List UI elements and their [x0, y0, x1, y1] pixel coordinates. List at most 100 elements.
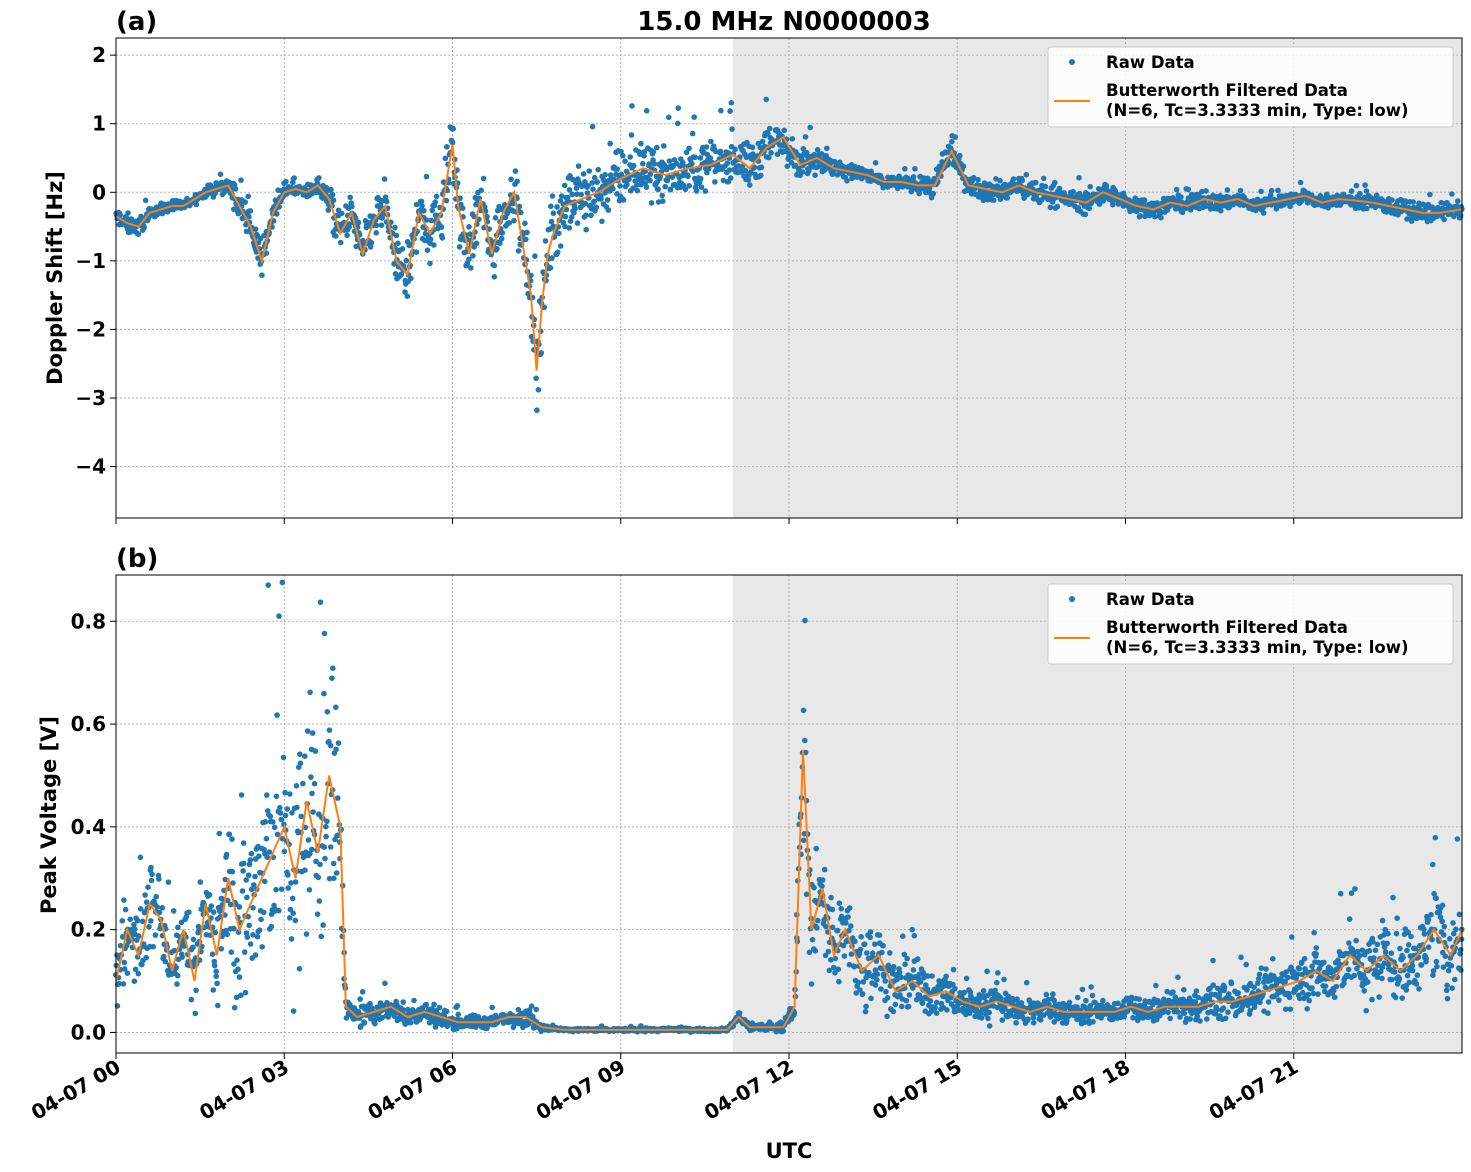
- raw-data-point: [190, 944, 196, 951]
- raw-data-point: [355, 219, 362, 226]
- raw-data-point: [736, 1010, 743, 1016]
- raw-data-point: [860, 979, 867, 985]
- raw-data-point: [802, 749, 809, 756]
- raw-data-point: [134, 917, 141, 924]
- raw-data-point: [932, 1004, 938, 1011]
- raw-data-point: [142, 892, 148, 898]
- raw-data-point: [121, 897, 127, 903]
- raw-data-point: [1449, 191, 1455, 197]
- raw-data-point: [213, 973, 219, 980]
- raw-data-point: [851, 963, 858, 970]
- raw-data-point: [950, 966, 957, 973]
- raw-data-point: [264, 792, 270, 798]
- raw-data-point: [309, 730, 316, 736]
- raw-data-point: [1174, 1009, 1181, 1015]
- raw-data-point: [333, 746, 339, 753]
- raw-data-point: [1203, 188, 1209, 194]
- raw-data-point: [271, 902, 277, 909]
- raw-data-point: [223, 851, 230, 858]
- raw-data-point: [321, 630, 328, 637]
- raw-data-point: [1222, 1015, 1229, 1022]
- raw-data-point: [1310, 990, 1317, 997]
- x-ticks-a: [115, 518, 1295, 524]
- raw-data-point: [229, 836, 235, 842]
- raw-data-point: [316, 175, 322, 181]
- raw-data-point: [141, 224, 147, 231]
- raw-data-point: [291, 175, 298, 181]
- raw-data-point: [573, 185, 580, 191]
- raw-data-point: [156, 876, 162, 882]
- raw-data-point: [427, 260, 433, 267]
- raw-data-point: [1283, 1006, 1289, 1012]
- raw-data-point: [1315, 991, 1321, 997]
- raw-data-point: [1309, 985, 1315, 991]
- raw-data-point: [867, 934, 873, 941]
- raw-data-point: [329, 191, 336, 198]
- raw-data-point: [518, 209, 524, 216]
- raw-data-point: [288, 936, 295, 942]
- raw-data-point: [712, 179, 718, 185]
- raw-data-point: [506, 220, 513, 226]
- raw-data-point: [822, 952, 829, 959]
- raw-data-point: [436, 1004, 443, 1011]
- raw-data-point: [970, 174, 977, 181]
- raw-data-point: [747, 182, 753, 188]
- raw-data-point: [276, 613, 282, 619]
- raw-data-point: [329, 675, 335, 681]
- raw-data-point: [239, 888, 246, 894]
- raw-data-point: [1154, 1016, 1160, 1023]
- raw-data-point: [910, 174, 917, 180]
- raw-data-point: [413, 249, 420, 255]
- raw-data-point: [840, 942, 847, 949]
- raw-data-point: [638, 140, 644, 147]
- raw-data-point: [717, 148, 724, 155]
- raw-data-point: [634, 187, 641, 194]
- raw-data-point: [834, 927, 841, 934]
- raw-data-point: [812, 948, 819, 954]
- raw-data-point: [707, 155, 714, 161]
- raw-data-point: [439, 235, 446, 241]
- raw-data-point: [912, 166, 918, 172]
- raw-data-point: [1030, 1020, 1037, 1026]
- raw-data-point: [174, 981, 180, 987]
- raw-data-point: [1353, 182, 1360, 189]
- raw-data-point: [142, 197, 149, 204]
- y-tick-label: −1: [75, 249, 106, 273]
- raw-data-point: [807, 124, 813, 131]
- raw-data-point: [1363, 188, 1370, 194]
- raw-data-point: [845, 914, 851, 920]
- raw-data-point: [242, 989, 249, 996]
- raw-data-point: [1001, 976, 1007, 983]
- raw-data-point: [173, 964, 179, 971]
- raw-data-point: [320, 922, 326, 928]
- raw-data-point: [302, 867, 308, 873]
- raw-data-point: [1172, 994, 1179, 1000]
- raw-data-point: [308, 774, 314, 780]
- raw-data-point: [1052, 179, 1058, 186]
- raw-data-point: [572, 205, 578, 212]
- raw-data-point: [1210, 982, 1216, 988]
- raw-data-point: [689, 130, 696, 137]
- raw-data-point: [413, 201, 420, 208]
- raw-data-point: [823, 923, 829, 930]
- raw-data-point: [874, 971, 881, 977]
- raw-data-point: [252, 952, 259, 958]
- raw-data-point: [305, 837, 312, 843]
- raw-data-point: [261, 909, 267, 916]
- y-ticks-a: 210−1−2−3−4: [75, 43, 116, 479]
- raw-data-point: [309, 846, 315, 853]
- raw-data-point: [210, 987, 217, 993]
- raw-data-point: [1247, 1007, 1253, 1014]
- raw-data-point: [1087, 1003, 1094, 1009]
- raw-data-point: [660, 198, 666, 204]
- raw-data-point: [1260, 210, 1267, 216]
- raw-data-point: [1265, 1010, 1271, 1016]
- raw-data-point: [1237, 187, 1244, 194]
- raw-data-point: [428, 217, 435, 224]
- raw-data-point: [666, 114, 672, 121]
- raw-data-point: [809, 936, 816, 943]
- y-tick-label: −4: [75, 455, 106, 479]
- raw-data-point: [1427, 191, 1433, 198]
- raw-data-point: [1175, 974, 1181, 981]
- raw-data-point: [361, 1020, 368, 1026]
